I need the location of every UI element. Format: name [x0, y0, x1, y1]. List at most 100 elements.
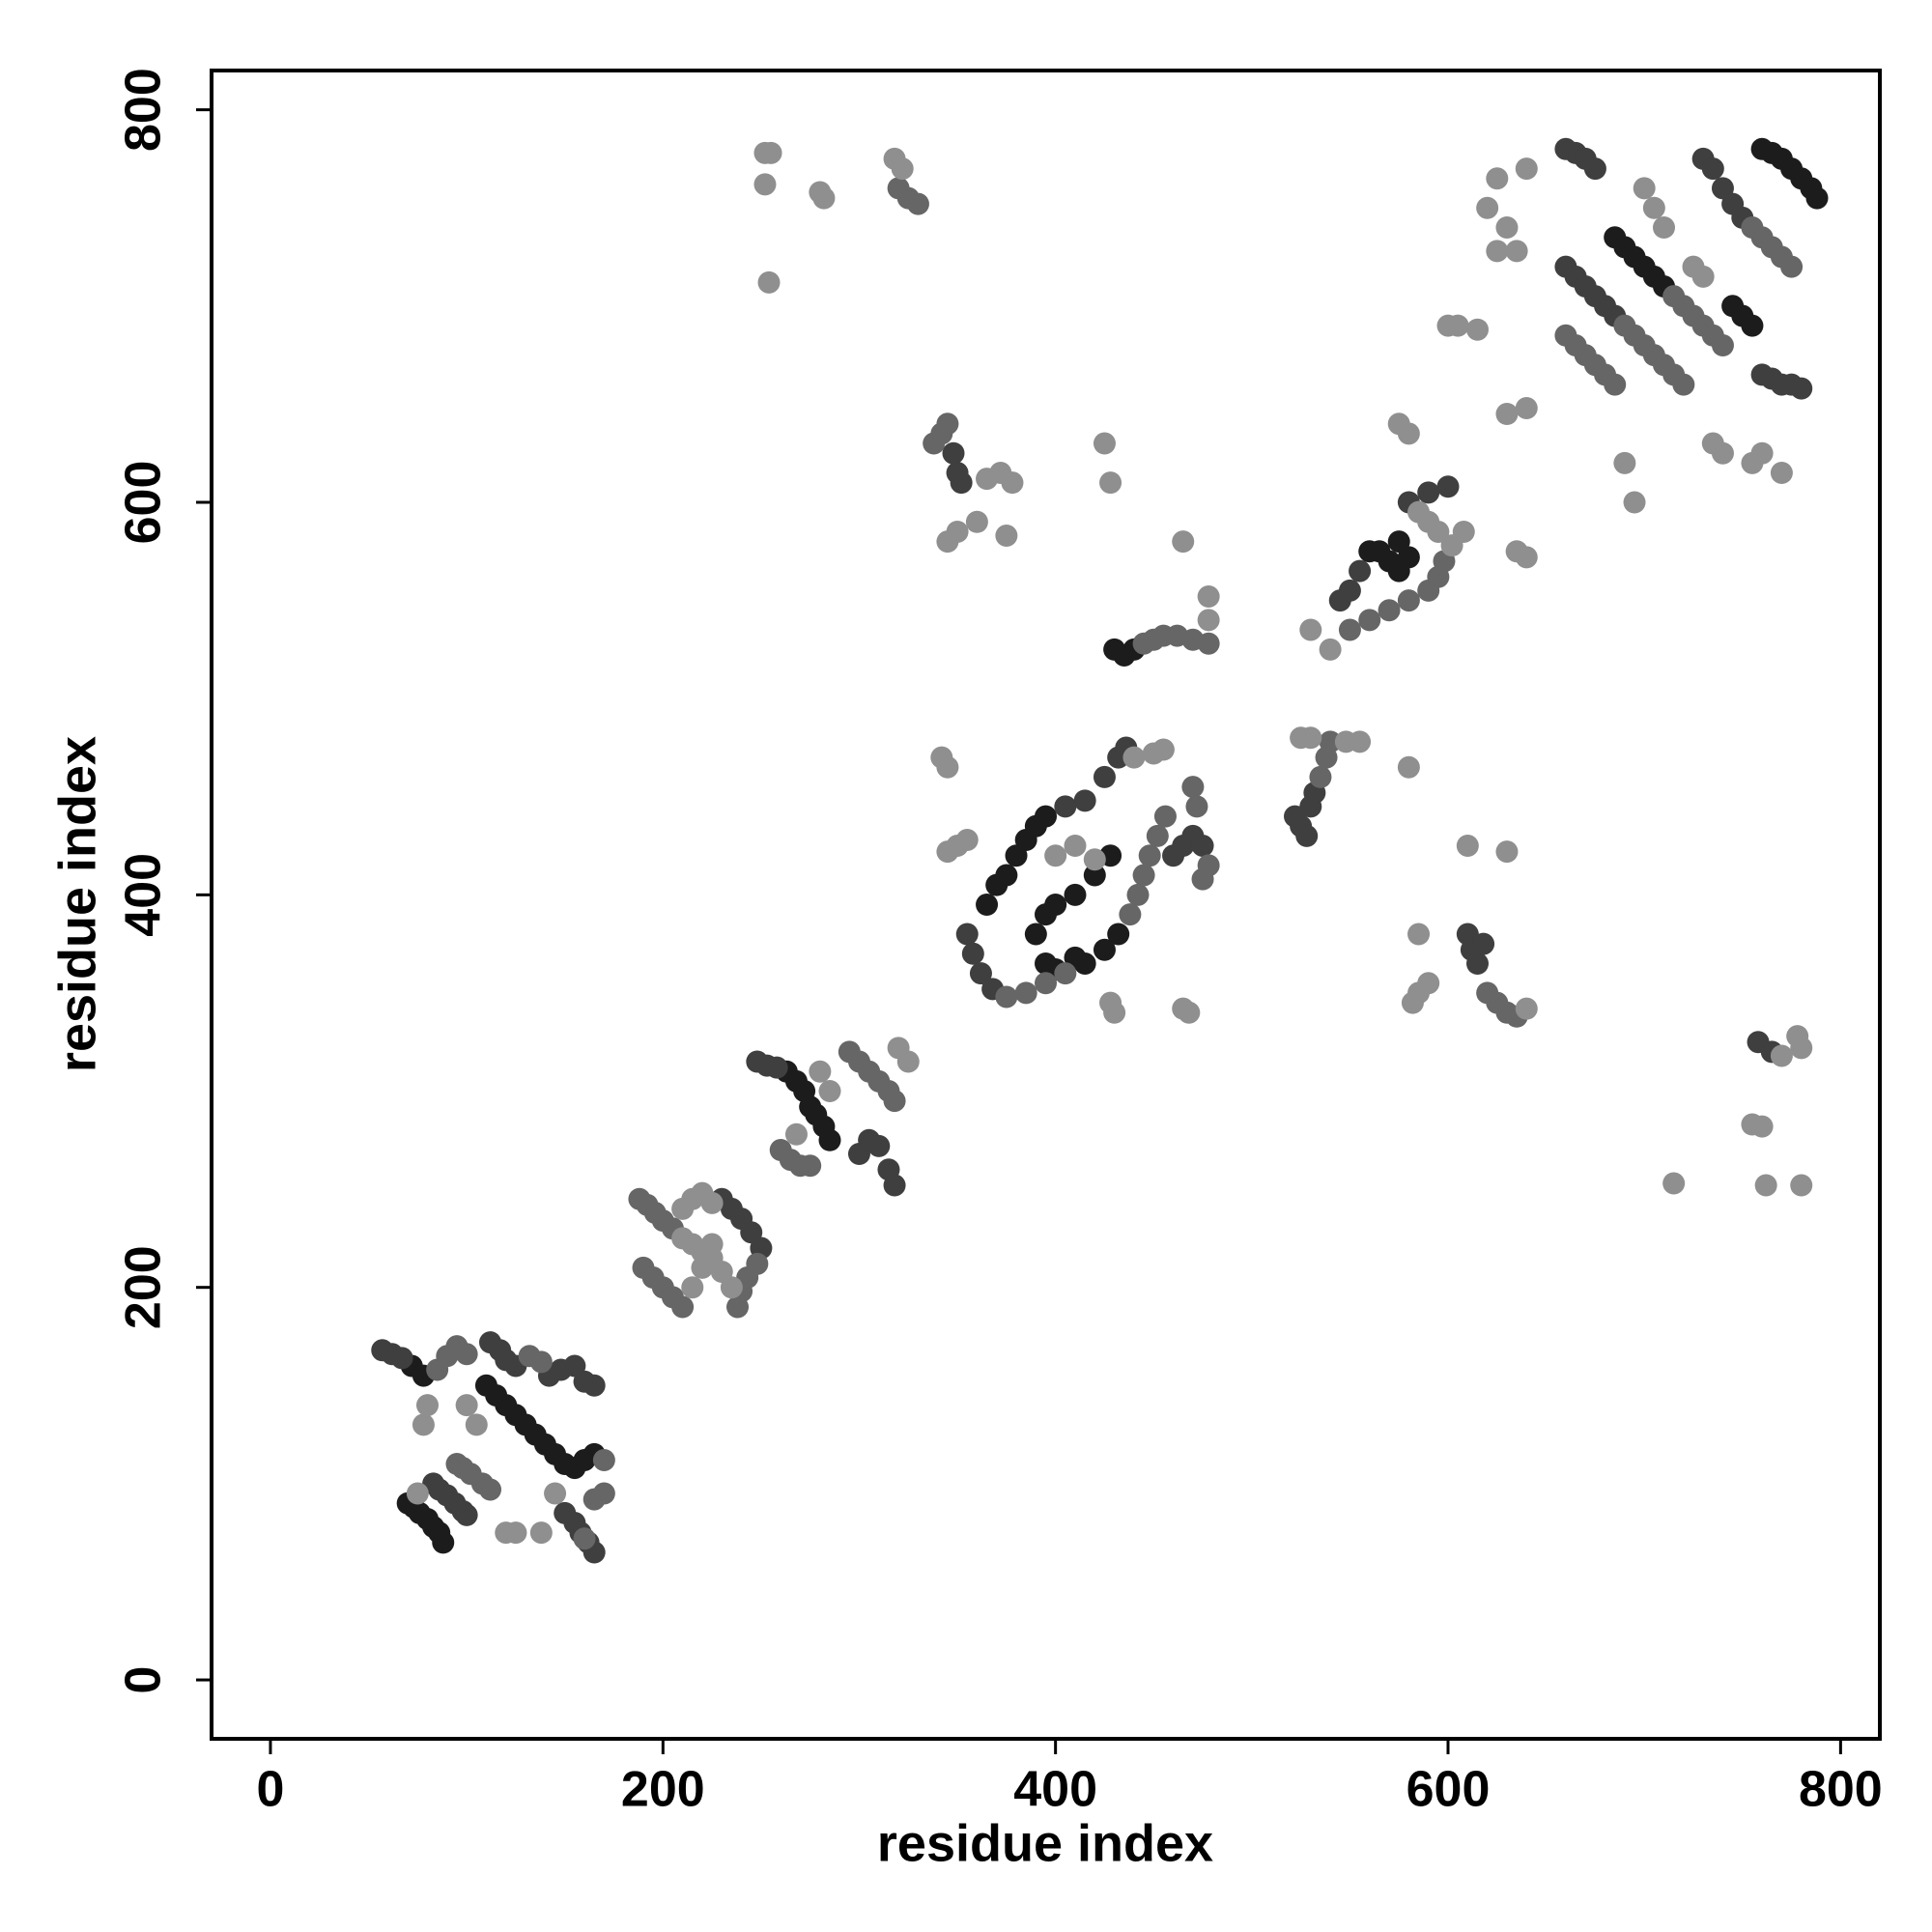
- point: [1309, 765, 1332, 788]
- point: [1495, 840, 1519, 864]
- y-tick-label: 200: [116, 1245, 172, 1329]
- point: [455, 1394, 478, 1417]
- point: [1397, 422, 1420, 445]
- point: [700, 1191, 724, 1214]
- point: [883, 1174, 906, 1197]
- point: [1790, 377, 1813, 400]
- point: [969, 962, 992, 985]
- x-tick-label: 600: [1406, 1762, 1491, 1818]
- point: [1146, 824, 1169, 847]
- point: [1093, 765, 1116, 788]
- point: [1073, 789, 1096, 812]
- y-axis-title: residue index: [48, 736, 106, 1072]
- point: [1064, 883, 1087, 906]
- y-tick-label: 600: [116, 461, 172, 545]
- point: [1064, 835, 1087, 858]
- point: [818, 1080, 841, 1103]
- point: [1515, 396, 1538, 419]
- point: [1338, 618, 1361, 641]
- point: [1486, 167, 1509, 190]
- x-axis-title: residue index: [877, 1814, 1213, 1872]
- x-tick-label: 800: [1799, 1762, 1883, 1818]
- point: [1417, 972, 1440, 995]
- point: [671, 1295, 695, 1319]
- point: [1191, 835, 1214, 858]
- point: [432, 1531, 455, 1554]
- point: [1073, 952, 1096, 975]
- point: [1044, 894, 1067, 916]
- point: [465, 1413, 488, 1436]
- point: [995, 985, 1018, 1009]
- point: [504, 1521, 527, 1545]
- point: [1397, 755, 1420, 779]
- point: [1741, 1113, 1764, 1136]
- point: [1711, 441, 1734, 465]
- point: [412, 1413, 435, 1436]
- point: [544, 1482, 567, 1505]
- point: [529, 1350, 553, 1374]
- point: [529, 1521, 553, 1545]
- x-tick-label: 0: [256, 1762, 284, 1818]
- point: [1181, 776, 1205, 799]
- point: [1805, 186, 1829, 210]
- point: [1754, 1174, 1777, 1197]
- point: [1197, 585, 1220, 609]
- point: [906, 192, 929, 215]
- point: [1790, 1174, 1813, 1197]
- point: [942, 441, 965, 465]
- point: [1299, 618, 1322, 641]
- point: [720, 1276, 743, 1299]
- point: [1178, 1001, 1201, 1024]
- point: [759, 141, 782, 164]
- point: [1358, 609, 1381, 632]
- point: [1138, 844, 1161, 867]
- point: [1642, 196, 1665, 219]
- point: [1185, 795, 1208, 818]
- point: [818, 1128, 841, 1151]
- point: [1099, 991, 1122, 1014]
- point: [592, 1448, 615, 1471]
- point: [1295, 824, 1319, 847]
- x-tick-label: 400: [1013, 1762, 1097, 1818]
- point: [1495, 216, 1519, 240]
- point: [1083, 848, 1106, 871]
- point: [1044, 844, 1067, 867]
- point: [1417, 481, 1440, 504]
- point: [1465, 952, 1489, 975]
- point: [757, 270, 781, 294]
- point: [946, 520, 969, 543]
- point: [1515, 997, 1538, 1020]
- point: [1387, 530, 1410, 554]
- point: [1358, 540, 1381, 563]
- point: [1035, 805, 1057, 828]
- point: [936, 755, 959, 779]
- point: [812, 186, 836, 210]
- point: [1024, 923, 1047, 946]
- point: [1197, 609, 1220, 632]
- point: [455, 1343, 478, 1366]
- point: [1672, 373, 1695, 396]
- point: [799, 1154, 822, 1178]
- point: [1465, 318, 1489, 341]
- point: [995, 525, 1018, 548]
- point: [1786, 1025, 1809, 1048]
- point: [1446, 314, 1469, 337]
- y-tick-label: 800: [116, 68, 172, 152]
- point: [1172, 530, 1195, 554]
- plot-frame: [210, 69, 1882, 1741]
- point: [1290, 726, 1313, 750]
- point: [1054, 795, 1077, 818]
- point: [1407, 923, 1431, 946]
- point: [867, 1134, 891, 1157]
- point: [1604, 373, 1627, 396]
- point: [592, 1482, 615, 1505]
- point: [1349, 559, 1372, 582]
- point: [1691, 265, 1715, 288]
- point: [1122, 746, 1146, 769]
- point: [1515, 157, 1538, 181]
- point: [1495, 403, 1519, 426]
- point: [455, 1503, 478, 1526]
- point: [726, 1295, 750, 1319]
